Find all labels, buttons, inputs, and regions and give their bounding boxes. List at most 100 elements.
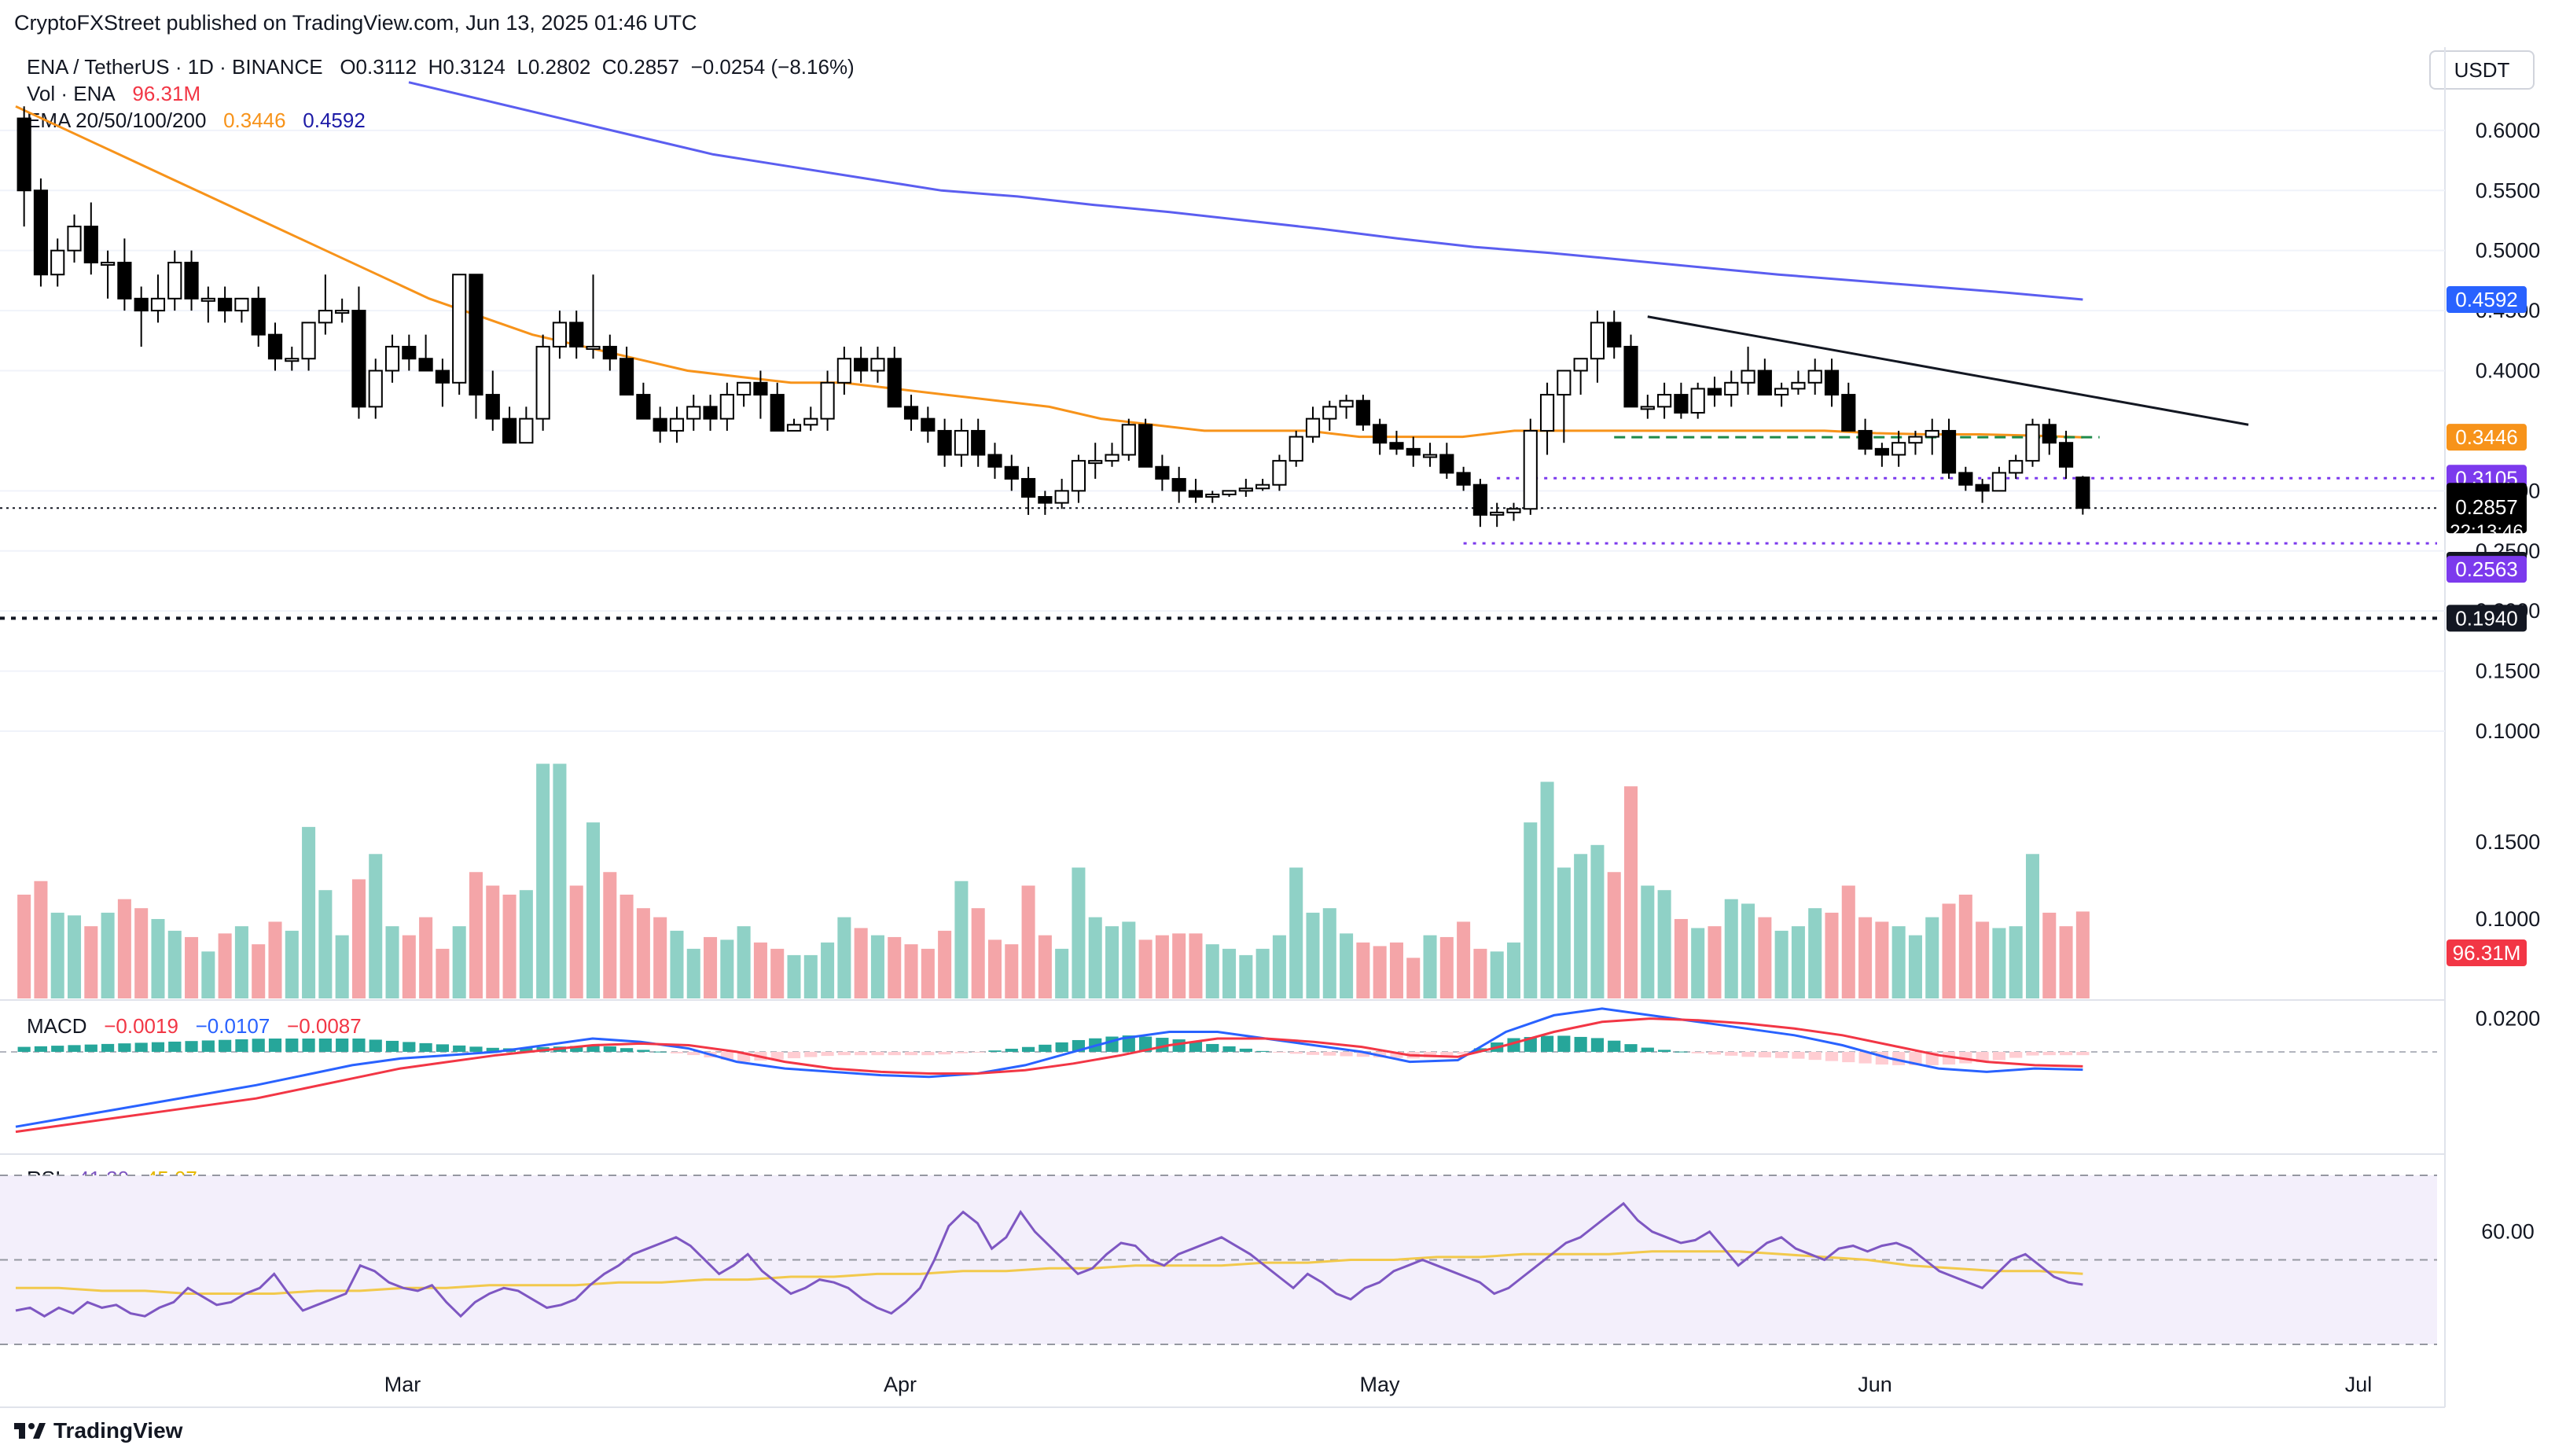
macd-histogram-bar — [1858, 1051, 1872, 1064]
macd-histogram-bar — [336, 1039, 349, 1052]
candle-body — [954, 429, 969, 456]
macd-histogram-bar — [1021, 1046, 1035, 1052]
symbol-pair[interactable]: ENA / TetherUS · 1D · BINANCE — [27, 55, 323, 79]
candle-body — [636, 394, 651, 420]
candle-body — [770, 394, 785, 432]
macd-histogram-bar — [17, 1046, 31, 1052]
volume-bar — [1724, 899, 1738, 998]
ohlc-close: C0.2857 — [601, 55, 680, 79]
volume-bar — [1473, 948, 1487, 998]
volume-bar — [1858, 917, 1873, 998]
macd-histogram-bar — [1256, 1050, 1270, 1052]
macd-histogram-bar — [837, 1051, 851, 1056]
macd-histogram-bar — [486, 1047, 499, 1052]
volume-bar — [1406, 958, 1421, 998]
macd-histogram-bar — [34, 1046, 48, 1052]
ema50-line — [15, 105, 2083, 439]
candle-body — [1573, 358, 1588, 372]
volume-bar — [653, 917, 667, 998]
candle-body — [1741, 370, 1755, 384]
ema-legend[interactable]: EMA 20/50/100/200 0.3446 0.4592 — [27, 108, 366, 133]
ema200-value: 0.4592 — [303, 108, 366, 132]
candle-body — [402, 345, 417, 360]
candle-body — [117, 261, 132, 300]
candle-body — [870, 358, 885, 372]
macd-histogram-bar — [51, 1046, 64, 1052]
volume-bar — [787, 954, 801, 998]
tradingview-logo[interactable]: TradingView — [14, 1418, 182, 1443]
currency-button[interactable]: USDT — [2429, 50, 2535, 90]
candle-body — [1674, 394, 1689, 414]
candle-body — [1657, 394, 1672, 408]
candle-body — [1472, 483, 1487, 516]
volume-bar — [1958, 894, 1972, 998]
candle-body — [887, 358, 902, 408]
candle-body — [83, 226, 98, 263]
macd-histogram-bar — [1440, 1051, 1454, 1057]
candle-body — [1389, 442, 1404, 450]
macd-histogram-bar — [1574, 1036, 1587, 1052]
candle-body — [301, 322, 316, 360]
macd-histogram-bar — [118, 1043, 131, 1052]
candle-body — [686, 406, 701, 420]
macd-histogram-bar — [168, 1041, 182, 1052]
price-label-ema50 — [2447, 424, 2527, 451]
volume-bar — [1205, 944, 1219, 998]
candle-body — [1490, 511, 1505, 516]
volume-bar — [586, 822, 601, 998]
volume-bar — [335, 935, 349, 998]
volume-bar — [1155, 935, 1169, 998]
macd-histogram-bar — [2076, 1051, 2090, 1056]
price-label-level — [2447, 605, 2527, 632]
price-label-support — [2447, 556, 2527, 583]
volume-bar — [84, 926, 98, 998]
macd-histogram-bar — [1005, 1048, 1018, 1052]
macd-histogram-bar — [1457, 1051, 1470, 1054]
macd-histogram-bar — [2059, 1051, 2073, 1056]
macd-histogram-bar — [385, 1040, 399, 1052]
macd-histogram-bar — [1590, 1038, 1605, 1052]
macd-histogram-bar — [787, 1051, 801, 1059]
macd-histogram-bar — [1055, 1042, 1068, 1052]
macd-histogram-bar — [453, 1045, 466, 1052]
volume-bar — [1557, 867, 1571, 998]
volume-bar — [870, 935, 884, 998]
volume-bar — [1490, 951, 1504, 998]
volume-bar — [1222, 948, 1237, 998]
candle-body — [1774, 388, 1789, 396]
volume-bar — [971, 908, 985, 998]
price-label-last — [2447, 483, 2527, 534]
volume-bar — [1423, 935, 1437, 998]
macd-tick-label: 0.0200 — [2476, 1007, 2541, 1031]
volume-bar — [1624, 786, 1638, 998]
volume-bar — [402, 935, 416, 998]
volume-bar — [987, 939, 1002, 998]
volume-bar — [218, 933, 232, 998]
candle-body — [1355, 399, 1370, 426]
volume-bar — [1172, 933, 1186, 998]
volume-bar — [888, 936, 902, 998]
candle-body — [1975, 483, 1990, 492]
candle-body — [435, 370, 450, 384]
candle-body — [1908, 436, 1923, 444]
macd-histogram-bar — [1792, 1051, 1805, 1059]
candle-body — [1690, 388, 1705, 414]
volume-bar — [318, 890, 333, 998]
candle-body — [502, 417, 517, 444]
volume-bar — [1439, 936, 1454, 998]
macd-signal-value: −0.0087 — [287, 1014, 362, 1038]
macd-histogram-bar — [1323, 1051, 1336, 1056]
volume-bar — [201, 951, 215, 998]
volume-legend[interactable]: Vol · ENA 96.31M — [27, 82, 200, 106]
candle-body — [987, 454, 1002, 468]
volume-bar — [1641, 885, 1655, 998]
ohlc-change: −0.0254 (−8.16%) — [690, 55, 855, 79]
candle-body — [653, 417, 667, 432]
volume-bar — [636, 908, 650, 998]
price-label-text: 0.3446 — [2455, 425, 2518, 449]
volume-bar — [954, 881, 969, 998]
macd-histogram-bar — [904, 1051, 918, 1056]
macd-histogram-bar — [1273, 1051, 1286, 1053]
macd-legend[interactable]: MACD −0.0019 −0.0107 −0.0087 — [27, 1014, 362, 1039]
